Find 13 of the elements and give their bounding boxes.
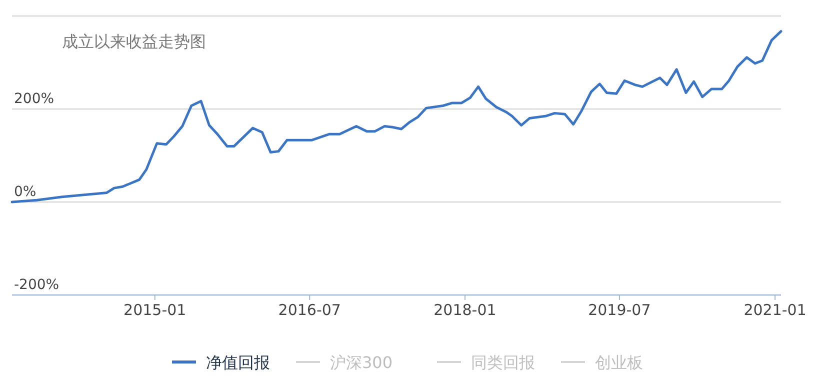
y-tick-label: -200% bbox=[14, 277, 60, 293]
y-tick-label: 200% bbox=[14, 91, 54, 107]
x-tick-label: 2019-07 bbox=[588, 301, 651, 319]
y-tick-label: 0% bbox=[14, 184, 36, 200]
x-tick-label: 2018-01 bbox=[434, 301, 496, 319]
legend-label: 净值回报 bbox=[206, 353, 270, 372]
x-tick-label: 2016-07 bbox=[278, 301, 341, 319]
legend-label: 沪深300 bbox=[330, 353, 393, 372]
text: 成立以来收益走势图 bbox=[62, 32, 206, 51]
x-tick-label: 2015-01 bbox=[124, 301, 186, 319]
x-tick-label: 2021-01 bbox=[744, 301, 806, 319]
legend-label: 同类回报 bbox=[471, 353, 535, 372]
legend-label: 创业板 bbox=[595, 353, 643, 372]
